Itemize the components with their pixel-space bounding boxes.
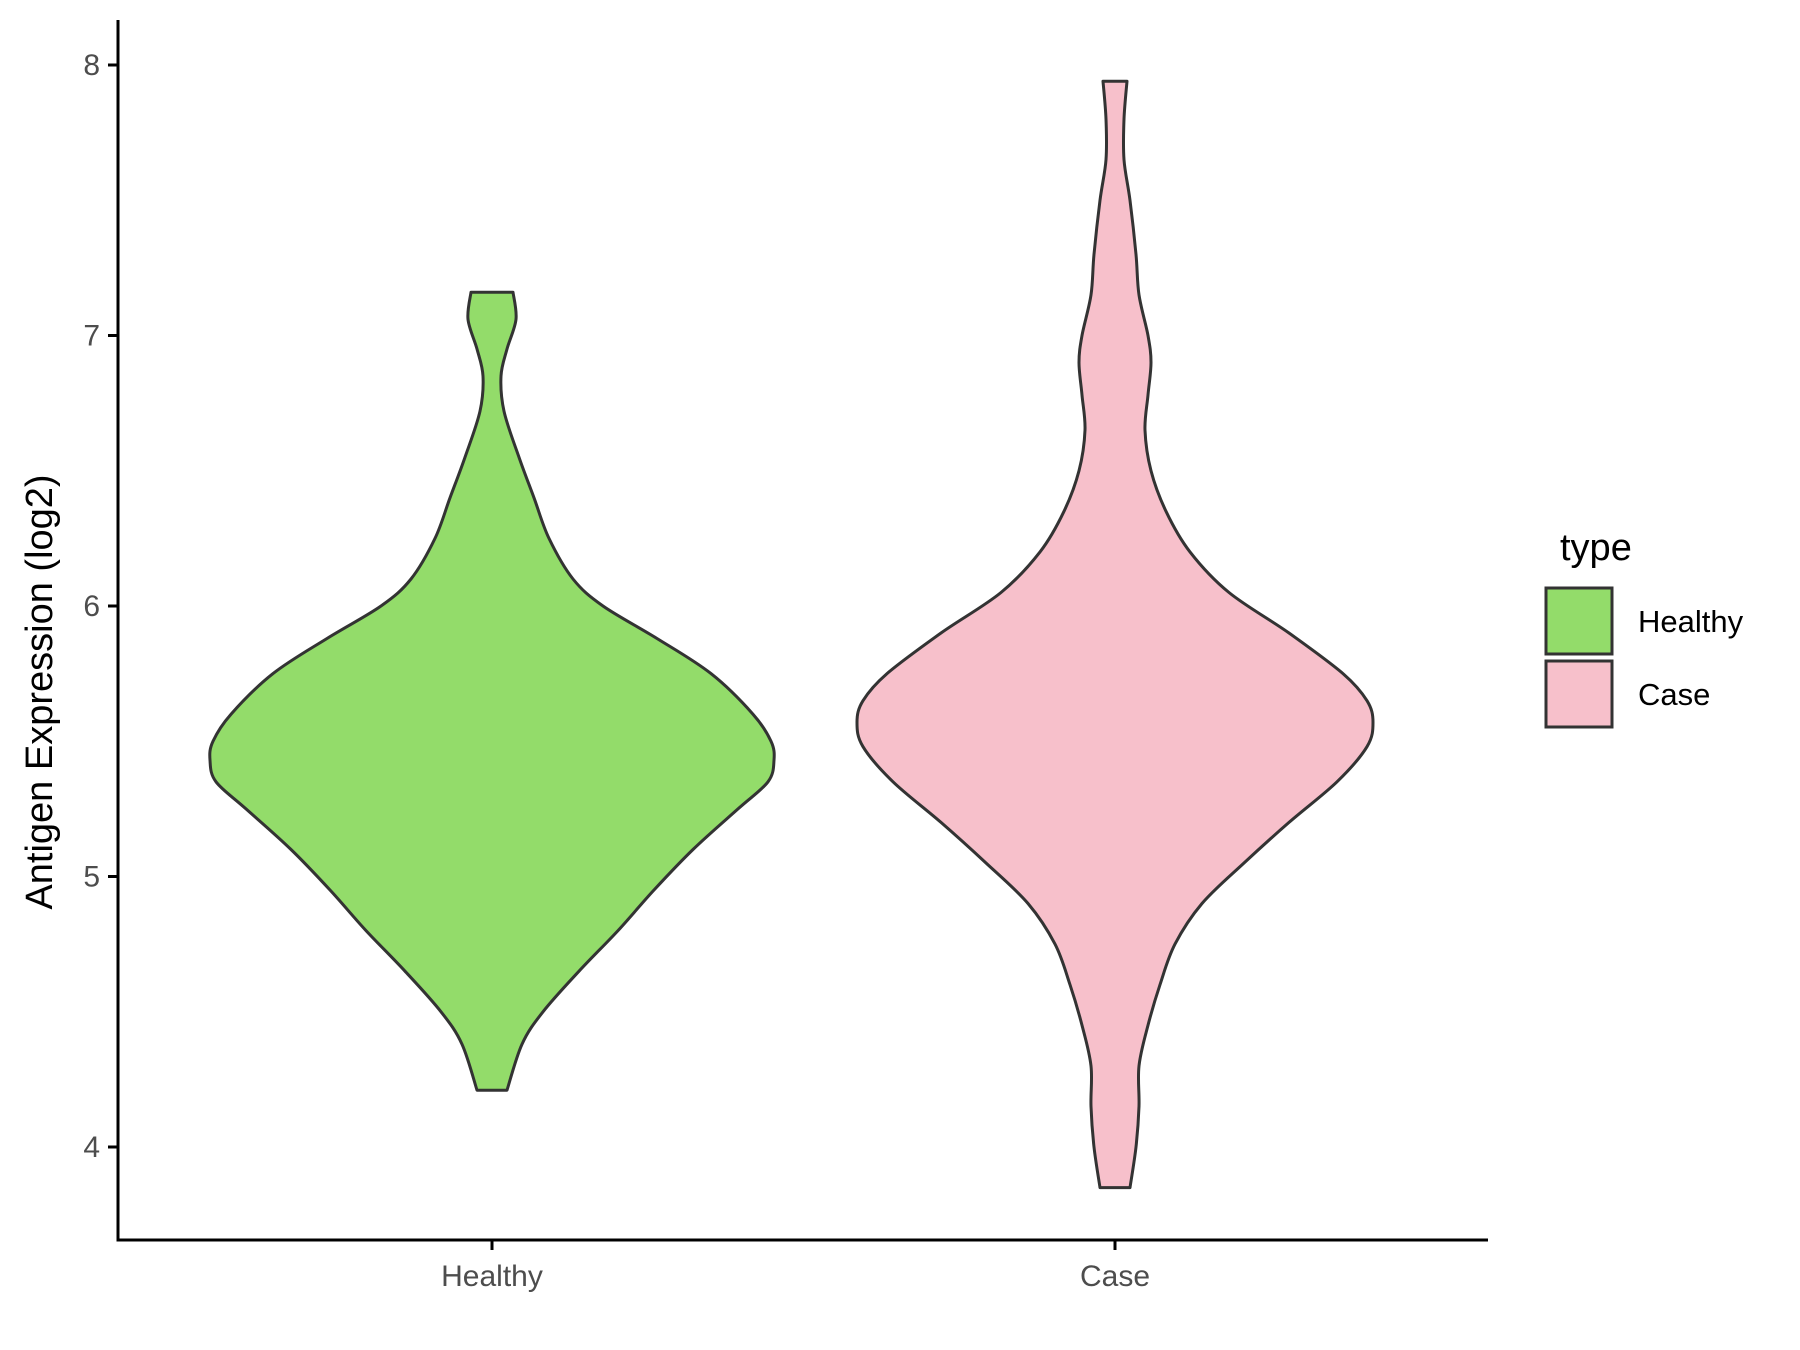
y-tick-label: 4: [83, 1131, 100, 1164]
y-axis-ticks: 4 5 6 7 8: [83, 49, 118, 1164]
x-tick-label: Healthy: [441, 1260, 543, 1293]
x-tick-label: Case: [1080, 1260, 1150, 1293]
x-axis-ticks: Healthy Case: [441, 1240, 1150, 1293]
legend-label-healthy: Healthy: [1638, 604, 1744, 639]
violin-healthy: [208, 290, 776, 1092]
y-tick-label: 8: [83, 49, 100, 82]
legend: type Healthy Case: [1544, 527, 1744, 729]
legend-key-case: [1544, 659, 1614, 729]
y-tick-label: 5: [83, 861, 100, 894]
plot-area: 4 5 6 7 8 Healthy Case: [83, 20, 1488, 1293]
violin-case: [855, 79, 1375, 1190]
y-axis-title: Antigen Expression (log2): [19, 474, 61, 909]
legend-title: type: [1560, 527, 1632, 569]
legend-keys: Healthy Case: [1544, 586, 1744, 729]
legend-label-case: Case: [1638, 677, 1710, 712]
y-tick-label: 7: [83, 320, 100, 353]
violin-group: [208, 79, 1375, 1190]
y-tick-label: 6: [83, 590, 100, 623]
legend-key-healthy: [1544, 586, 1614, 656]
